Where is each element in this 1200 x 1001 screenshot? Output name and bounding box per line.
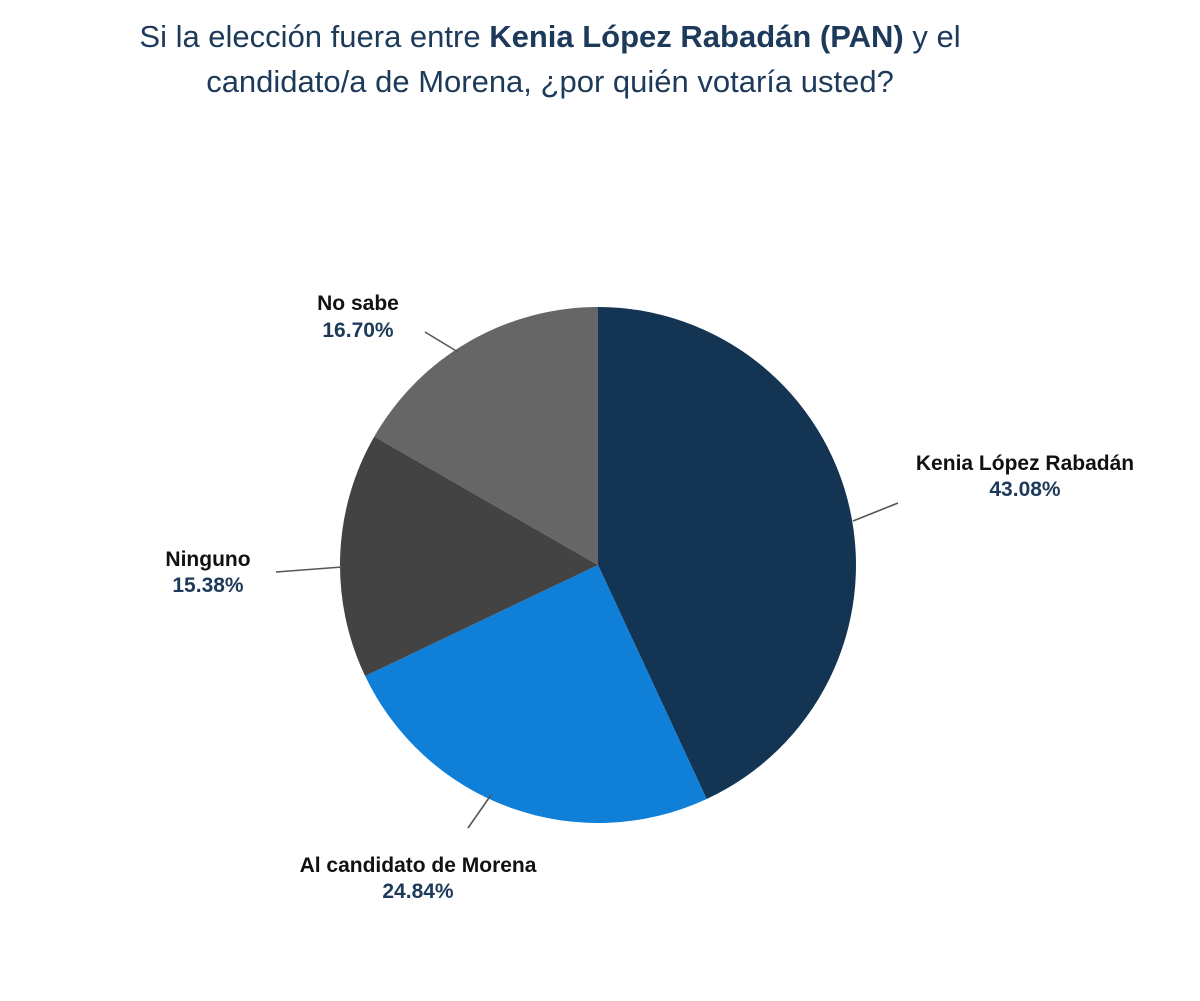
- title-part-2: y el candidato/a de Morena, ¿por quién v…: [206, 19, 961, 99]
- title-bold: Kenia López Rabadán (PAN): [489, 19, 904, 54]
- pie-slice-ninguno: [340, 436, 598, 677]
- slice-value-no-sabe: 16.70%: [322, 319, 394, 342]
- slice-value-kenia: 43.08%: [989, 478, 1061, 501]
- leader-line-kenia: [852, 502, 899, 522]
- title-part-1: Si la elección fuera entre: [139, 19, 490, 54]
- leader-line-morena: [467, 794, 492, 829]
- slice-label-kenia: Kenia López Rabadán: [916, 452, 1134, 475]
- slice-value-morena: 24.84%: [382, 880, 454, 903]
- pie-slice-kenia: [598, 307, 856, 799]
- slice-label-no-sabe: No sabe: [317, 292, 399, 315]
- slice-label-morena: Al candidato de Morena: [300, 854, 537, 877]
- slice-label-ninguno: Ninguno: [165, 548, 250, 571]
- leader-line-ninguno: [275, 566, 343, 573]
- leader-line-no-sabe: [424, 331, 459, 353]
- pie-slice-morena: [365, 565, 707, 823]
- pie-slice-no-sabe: [374, 307, 598, 565]
- slice-value-ninguno: 15.38%: [172, 574, 244, 597]
- chart-title: Si la elección fuera entre Kenia López R…: [60, 14, 1040, 104]
